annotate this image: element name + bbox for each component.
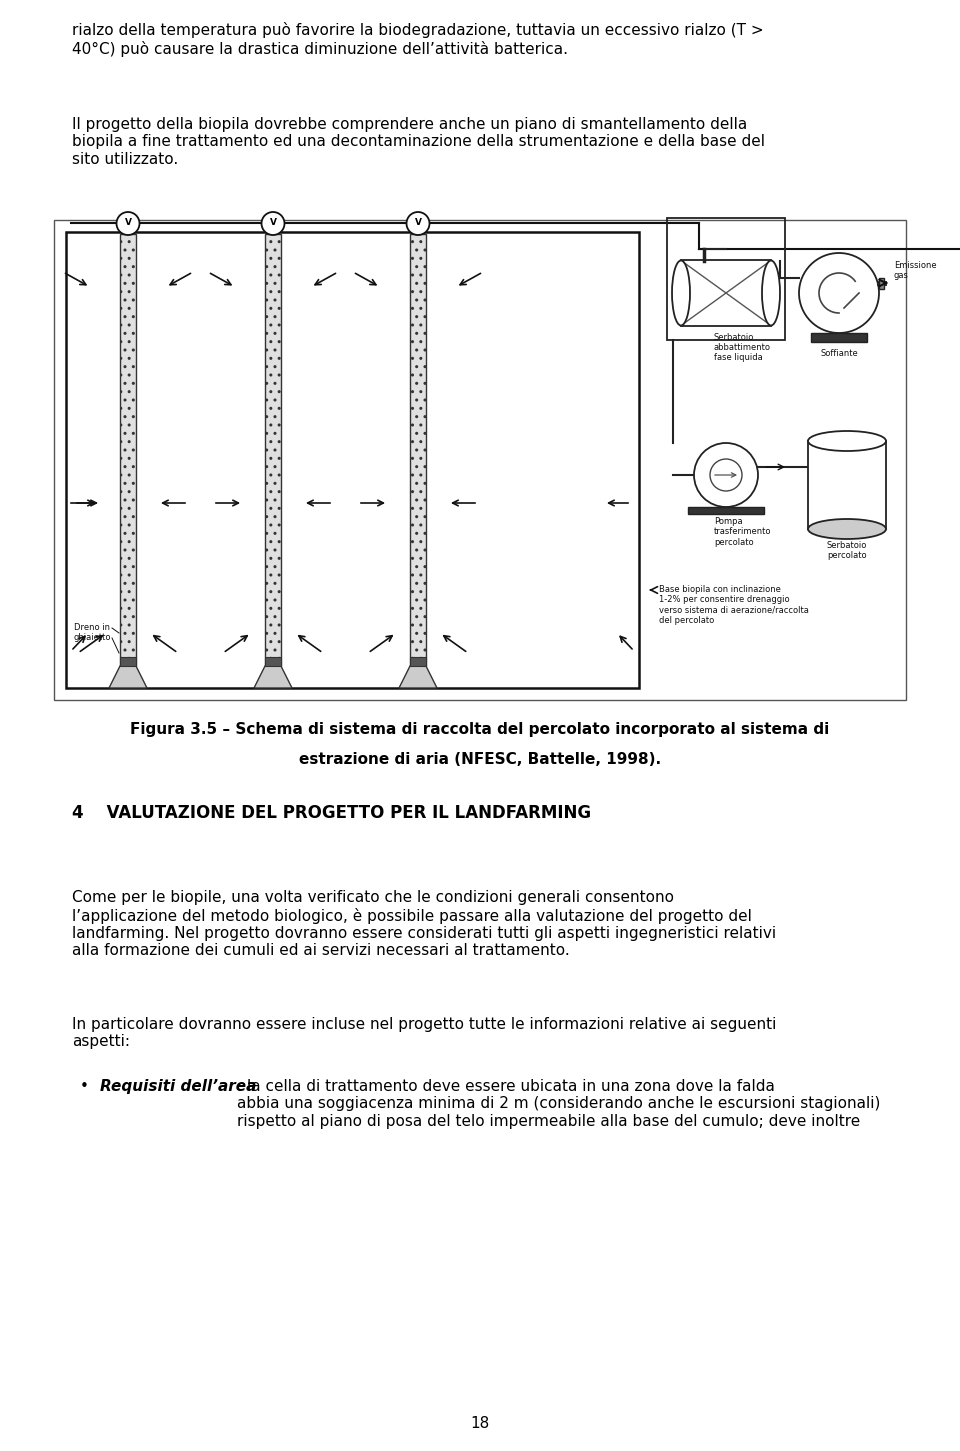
Ellipse shape [672,261,690,325]
Text: 4    VALUTAZIONE DEL PROGETTO PER IL LANDFARMING: 4 VALUTAZIONE DEL PROGETTO PER IL LANDFA… [72,804,591,823]
Text: V: V [270,219,276,228]
Ellipse shape [808,431,886,451]
Bar [410,657,426,666]
Bar [687,506,764,514]
Ellipse shape [762,261,780,325]
Bar [265,657,281,666]
Text: Emissione
gas: Emissione gas [894,261,937,280]
Text: Il progetto della biopila dovrebbe comprendere anche un piano di smantellamento : Il progetto della biopila dovrebbe compr… [72,118,765,167]
Text: Serbatoio
abbattimento
fase liquida: Serbatoio abbattimento fase liquida [714,332,771,363]
Text: Base biopila con inclinazione
1-2% per consentire drenaggio
verso sistema di aer: Base biopila con inclinazione 1-2% per c… [659,585,809,625]
Ellipse shape [808,519,886,538]
Circle shape [710,459,742,490]
Text: : la cella di trattamento deve essere ubicata in una zona dove la falda
abbia un: : la cella di trattamento deve essere ub… [237,1080,880,1129]
Text: V: V [125,219,132,228]
Circle shape [261,212,284,235]
Text: Serbatoio
percolato: Serbatoio percolato [827,541,867,560]
Text: Pompa
trasferimento
percolato: Pompa trasferimento percolato [714,517,772,547]
Text: Dreno in
ghiaietto: Dreno in ghiaietto [74,622,111,643]
Polygon shape [254,666,292,688]
Text: 18: 18 [470,1416,490,1431]
Text: estrazione di aria (NFESC, Battelle, 1998).: estrazione di aria (NFESC, Battelle, 199… [299,752,661,768]
Bar [808,441,886,530]
Polygon shape [399,666,437,688]
Text: Soffiante: Soffiante [820,350,858,358]
Circle shape [406,212,429,235]
Bar [879,277,884,289]
Bar [120,234,136,666]
Bar [66,232,639,688]
Circle shape [694,443,758,506]
Circle shape [116,212,139,235]
Text: rialzo della temperatura può favorire la biodegradazione, tuttavia un eccessivo : rialzo della temperatura può favorire la… [72,22,763,57]
Bar [120,657,136,666]
Text: •: • [80,1080,89,1094]
Text: Come per le biopile, una volta verificato che le condizioni generali consentono
: Come per le biopile, una volta verificat… [72,889,776,959]
Text: In particolare dovranno essere incluse nel progetto tutte le informazioni relati: In particolare dovranno essere incluse n… [72,1017,777,1049]
Bar [667,219,785,340]
Circle shape [799,252,879,332]
Bar [265,234,281,666]
Bar [410,234,426,666]
Bar [54,221,906,699]
Text: Figura 3.5 – Schema di sistema di raccolta del percolato incorporato al sistema : Figura 3.5 – Schema di sistema di raccol… [131,723,829,737]
Bar [811,332,867,342]
Text: V: V [415,219,421,228]
Polygon shape [109,666,147,688]
Bar [681,261,771,325]
Text: Requisiti dell’area: Requisiti dell’area [100,1080,256,1094]
